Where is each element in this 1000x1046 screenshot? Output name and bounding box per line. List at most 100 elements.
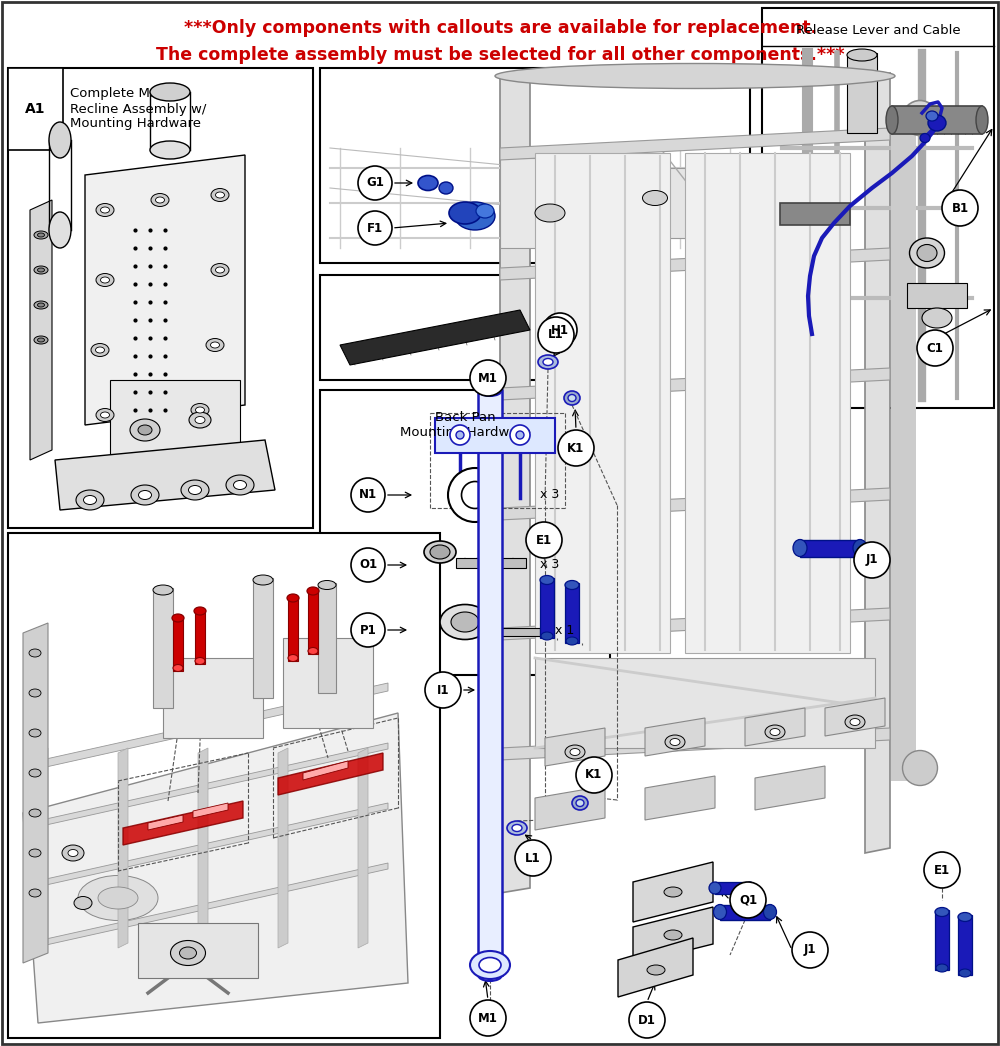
Circle shape: [515, 840, 551, 876]
Ellipse shape: [29, 809, 41, 817]
Ellipse shape: [510, 425, 530, 445]
Ellipse shape: [288, 655, 298, 661]
Text: L1: L1: [548, 328, 564, 341]
Polygon shape: [123, 801, 243, 845]
Polygon shape: [28, 743, 388, 829]
Text: P1: P1: [360, 623, 376, 637]
Ellipse shape: [170, 940, 206, 965]
Text: M1: M1: [478, 371, 498, 385]
Ellipse shape: [770, 728, 780, 735]
Polygon shape: [500, 488, 890, 520]
Ellipse shape: [151, 194, 169, 206]
Bar: [540, 578, 554, 638]
Ellipse shape: [96, 204, 114, 217]
Bar: [456, 558, 526, 568]
Polygon shape: [193, 803, 228, 818]
Text: Q1: Q1: [739, 893, 757, 907]
Ellipse shape: [847, 49, 877, 61]
Polygon shape: [633, 862, 713, 922]
Circle shape: [470, 1000, 506, 1036]
Ellipse shape: [131, 485, 159, 505]
Ellipse shape: [936, 964, 948, 972]
Ellipse shape: [565, 581, 579, 590]
Ellipse shape: [670, 738, 680, 746]
Circle shape: [924, 852, 960, 888]
Ellipse shape: [665, 735, 685, 749]
Ellipse shape: [568, 394, 576, 402]
Bar: [958, 915, 972, 975]
Circle shape: [854, 542, 890, 578]
Text: Release Lever and Cable: Release Lever and Cable: [796, 23, 960, 37]
Ellipse shape: [642, 190, 668, 205]
Text: O1: O1: [359, 559, 377, 571]
Text: M1: M1: [478, 1011, 498, 1024]
Text: J1: J1: [804, 943, 816, 956]
Ellipse shape: [34, 231, 48, 238]
Circle shape: [558, 430, 594, 467]
Ellipse shape: [172, 614, 184, 622]
Polygon shape: [278, 748, 288, 948]
Ellipse shape: [49, 212, 71, 248]
Bar: [847, 53, 877, 133]
Circle shape: [543, 313, 577, 347]
Ellipse shape: [470, 951, 510, 979]
Ellipse shape: [540, 575, 554, 585]
Polygon shape: [278, 753, 383, 795]
Ellipse shape: [188, 485, 202, 495]
Ellipse shape: [450, 425, 470, 445]
Ellipse shape: [793, 540, 807, 556]
Polygon shape: [500, 73, 530, 893]
Bar: [8, 68, 63, 150]
Ellipse shape: [29, 769, 41, 777]
Ellipse shape: [150, 83, 190, 101]
Polygon shape: [500, 248, 890, 280]
Ellipse shape: [449, 202, 481, 224]
Circle shape: [629, 1002, 665, 1038]
Polygon shape: [55, 440, 275, 510]
Bar: [288, 596, 298, 661]
Ellipse shape: [206, 339, 224, 351]
Ellipse shape: [195, 416, 205, 424]
Ellipse shape: [210, 342, 220, 348]
Ellipse shape: [194, 607, 206, 615]
Polygon shape: [435, 418, 555, 453]
Ellipse shape: [38, 338, 44, 342]
Text: F1: F1: [367, 222, 383, 234]
Ellipse shape: [664, 930, 682, 940]
Circle shape: [358, 166, 392, 200]
Text: Back Pan
Mounting Hardware: Back Pan Mounting Hardware: [400, 411, 530, 439]
Ellipse shape: [211, 264, 229, 276]
Polygon shape: [358, 748, 368, 948]
Bar: [892, 106, 982, 134]
Ellipse shape: [430, 545, 450, 559]
Ellipse shape: [29, 889, 41, 897]
Polygon shape: [38, 748, 48, 948]
Text: J1: J1: [866, 553, 878, 567]
Bar: [253, 578, 273, 698]
Ellipse shape: [714, 905, 726, 919]
Ellipse shape: [451, 612, 479, 632]
Polygon shape: [28, 803, 388, 889]
Text: N1: N1: [359, 488, 377, 501]
Bar: [153, 588, 173, 708]
Ellipse shape: [745, 882, 755, 894]
Ellipse shape: [439, 182, 453, 194]
Bar: [110, 380, 240, 480]
Polygon shape: [340, 310, 530, 365]
Circle shape: [576, 757, 612, 793]
Circle shape: [792, 932, 828, 968]
Ellipse shape: [564, 391, 580, 405]
Circle shape: [730, 882, 766, 918]
Ellipse shape: [479, 957, 501, 973]
Ellipse shape: [91, 343, 109, 357]
Text: Complete Manual
Recline Assembly w/
Mounting Hardware: Complete Manual Recline Assembly w/ Moun…: [70, 88, 206, 131]
Ellipse shape: [307, 587, 319, 595]
Polygon shape: [23, 713, 408, 1023]
Ellipse shape: [29, 849, 41, 857]
Ellipse shape: [226, 475, 254, 495]
Ellipse shape: [62, 845, 84, 861]
Ellipse shape: [98, 887, 138, 909]
Circle shape: [425, 672, 461, 708]
Polygon shape: [198, 748, 208, 948]
Ellipse shape: [565, 745, 585, 759]
